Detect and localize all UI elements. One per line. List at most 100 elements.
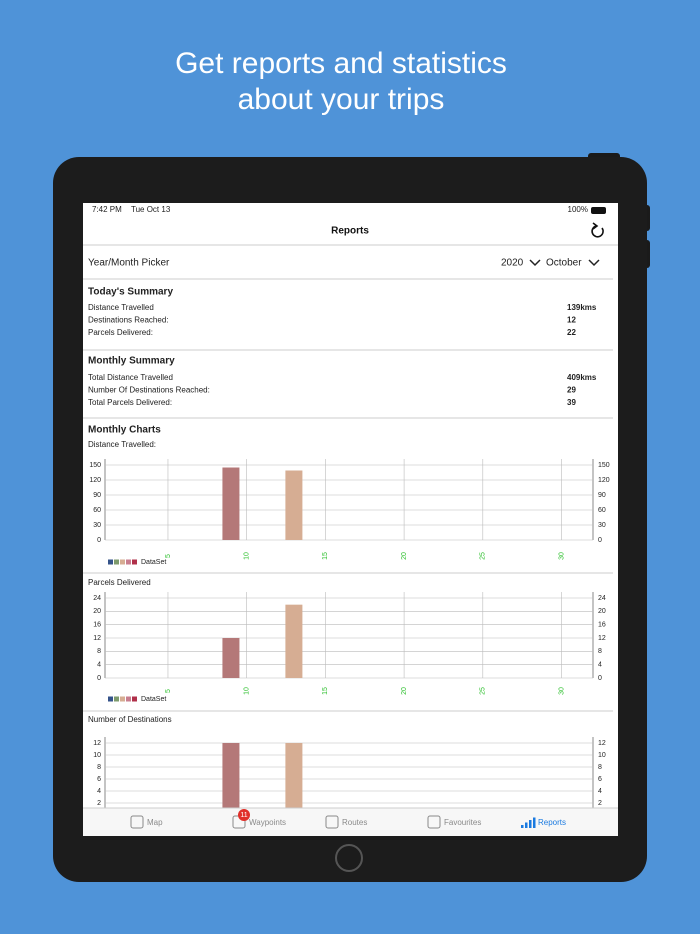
y2-tick-label: 4 — [598, 662, 602, 669]
promo-line: about your trips — [238, 83, 445, 116]
bar — [285, 743, 303, 815]
badge-label[interactable]: 11 — [240, 812, 247, 819]
legend-swatch — [108, 559, 113, 565]
tab-icon[interactable] — [529, 820, 532, 828]
tab-icon[interactable] — [533, 817, 536, 829]
status-time: 7:42 PM — [92, 205, 122, 214]
x-tick-label: 5 — [165, 689, 172, 693]
y2-tick-label: 6 — [598, 776, 602, 783]
y-tick-label: 30 — [93, 522, 101, 529]
legend-swatch — [120, 559, 125, 565]
y-tick-label: 16 — [93, 622, 101, 629]
y2-tick-label: 0 — [598, 675, 602, 682]
legend-swatch — [114, 696, 119, 702]
y2-tick-label: 20 — [598, 608, 606, 615]
tab-label[interactable]: Waypoints — [249, 818, 286, 827]
chart-title: Number of Destinations — [88, 715, 172, 724]
section-title: Monthly Charts — [88, 425, 161, 436]
y-tick-label: 4 — [97, 788, 101, 795]
y2-tick-label: 30 — [598, 522, 606, 529]
row-label: Parcels Delivered: — [88, 328, 153, 337]
tab-item[interactable]: Routes — [325, 815, 367, 829]
legend-swatch — [108, 696, 113, 702]
battery-icon — [591, 207, 606, 214]
row-value: 409kms — [567, 373, 597, 382]
y-tick-label: 0 — [97, 675, 101, 682]
y2-tick-label: 12 — [598, 635, 606, 642]
legend-swatch — [120, 696, 125, 702]
x-tick-label: 20 — [401, 552, 408, 560]
x-tick-label: 25 — [480, 687, 487, 695]
y-tick-label: 20 — [93, 608, 101, 615]
tab-item[interactable]: Map — [130, 815, 163, 829]
x-tick-label: 20 — [401, 687, 408, 695]
y2-tick-label: 8 — [598, 648, 602, 655]
x-tick-label: 25 — [480, 552, 487, 560]
tab-item[interactable]: Favourites — [427, 815, 481, 829]
bar — [222, 743, 240, 815]
summary-rows: Total Distance Travelled 409kms Number Of … — [88, 373, 597, 407]
row-label: Total Distance Travelled — [88, 373, 173, 382]
row-value: 29 — [567, 386, 576, 395]
row-label: Distance Travelled — [88, 303, 154, 312]
tab-icon[interactable] — [521, 825, 524, 828]
refresh-arrow[interactable] — [592, 222, 599, 230]
chart: Parcels Delivered 0 0 4 4 8 8 12 12 16 16 20 20 24 24 5… — [88, 578, 606, 703]
year-picker[interactable]: 2020 — [501, 258, 524, 269]
badge[interactable] — [238, 809, 250, 821]
x-tick-label: 15 — [322, 687, 329, 695]
y2-tick-label: 8 — [598, 764, 602, 771]
y-tick-label: 8 — [97, 764, 101, 771]
y-tick-label: 90 — [93, 492, 101, 499]
summary-rows: Distance Travelled 139kms Destinations Rea… — [88, 303, 597, 337]
y2-tick-label: 120 — [598, 477, 610, 484]
row-value: 22 — [567, 328, 576, 337]
y-tick-label: 24 — [93, 595, 101, 602]
row-label: Total Parcels Delivered: — [88, 398, 172, 407]
month-picker[interactable]: October — [546, 258, 582, 269]
x-tick-label: 10 — [244, 552, 251, 560]
status-battery: 100% — [568, 205, 588, 214]
chart: Distance Travelled: 0 0 30 30 60 60 90 90 120 120 1… — [88, 440, 610, 566]
legend-swatch — [132, 696, 137, 702]
tab-label[interactable]: Favourites — [444, 818, 481, 827]
refresh-button[interactable] — [591, 222, 604, 238]
bar — [285, 470, 303, 540]
picker-label: Year/Month Picker — [88, 258, 170, 269]
row-value: 139kms — [567, 303, 597, 312]
tab-label[interactable]: Reports — [538, 818, 566, 827]
chevron[interactable] — [588, 259, 600, 267]
y2-tick-label: 24 — [598, 595, 606, 602]
chart: Number of Destinations 2 2 4 4 6 6 8 8 10 10 12 12 — [88, 715, 606, 815]
x-tick-label: 10 — [244, 687, 251, 695]
y2-tick-label: 90 — [598, 492, 606, 499]
tab-icon[interactable] — [525, 822, 528, 829]
legend-swatch — [126, 559, 131, 565]
row-label: Destinations Reached: — [88, 316, 169, 325]
y-tick-label: 4 — [97, 662, 101, 669]
chart-title: Parcels Delivered — [88, 578, 151, 587]
y-tick-label: 12 — [93, 635, 101, 642]
tab-label[interactable]: Routes — [342, 818, 367, 827]
screen — [83, 203, 618, 836]
tab-icon[interactable] — [130, 815, 144, 829]
y2-tick-label: 12 — [598, 740, 606, 747]
y-tick-label: 12 — [93, 740, 101, 747]
tab-item[interactable]: Reports — [521, 817, 566, 829]
bar — [285, 604, 303, 678]
tab-label[interactable]: Map — [147, 818, 163, 827]
nav-title: Reports — [331, 226, 369, 237]
legend-label: DataSet — [141, 559, 166, 566]
home-button — [335, 844, 363, 872]
tab-icon[interactable] — [427, 815, 441, 829]
y-tick-label: 0 — [97, 537, 101, 544]
chart-title: Distance Travelled: — [88, 440, 156, 449]
section-title: Monthly Summary — [88, 356, 175, 367]
chevron[interactable] — [529, 259, 541, 267]
y-tick-label: 6 — [97, 776, 101, 783]
tab-icon[interactable] — [325, 815, 339, 829]
x-tick-label: 30 — [558, 687, 565, 695]
